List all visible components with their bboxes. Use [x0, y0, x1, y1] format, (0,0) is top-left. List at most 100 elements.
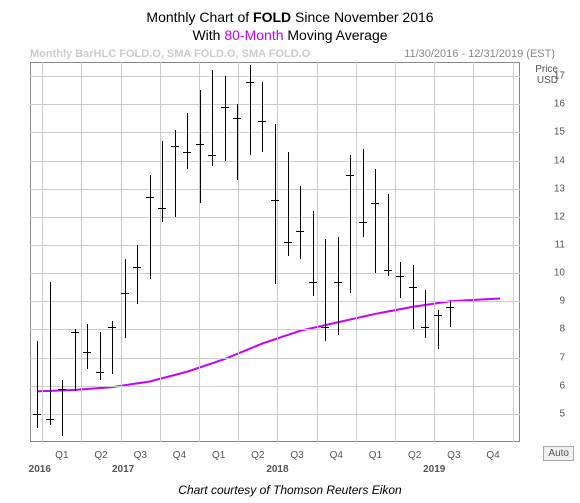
grid-line-vertical: [395, 62, 396, 442]
ohlc-close-tick: [187, 152, 191, 153]
grid-line-vertical: [121, 62, 122, 442]
ohlc-bar: [313, 211, 314, 295]
x-year-label: 2016: [29, 464, 51, 475]
ohlc-bar: [375, 169, 376, 273]
grid-line-horizontal: [30, 76, 520, 77]
ohlc-open-tick: [133, 267, 137, 268]
plot-area[interactable]: [30, 62, 520, 442]
y-tick-label: 17: [554, 71, 565, 82]
ohlc-open-tick: [296, 231, 300, 232]
ohlc-close-tick: [450, 307, 454, 308]
ohlc-close-tick: [363, 222, 367, 223]
ohlc-close-tick: [212, 155, 216, 156]
ohlc-close-tick: [325, 327, 329, 328]
grid-line-vertical: [356, 62, 357, 442]
ohlc-open-tick: [258, 121, 262, 122]
ohlc-open-tick: [409, 287, 413, 288]
ohlc-bar: [325, 239, 326, 340]
y-tick-label: 10: [554, 268, 565, 279]
x-quarter-label: Q3: [134, 450, 147, 461]
x-year-label: 2018: [266, 464, 288, 475]
ohlc-close-tick: [425, 327, 429, 328]
ohlc-close-tick: [313, 282, 317, 283]
grid-line-vertical: [81, 62, 82, 442]
y-tick-label: 15: [554, 127, 565, 138]
ohlc-open-tick: [221, 107, 225, 108]
y-tick-label: 13: [554, 183, 565, 194]
x-year-label: 2017: [112, 464, 134, 475]
ohlc-open-tick: [421, 327, 425, 328]
series-legend: Monthly BarHLC FOLD.O, SMA FOLD.O, SMA F…: [30, 48, 310, 60]
ohlc-open-tick: [334, 282, 338, 283]
ohlc-open-tick: [83, 352, 87, 353]
grid-line-horizontal: [30, 104, 520, 105]
ohlc-bar: [275, 124, 276, 284]
title-ticker: FOLD: [253, 9, 291, 25]
title-suffix: Since November 2016: [291, 9, 433, 25]
x-quarter-label: Q4: [486, 450, 499, 461]
ohlc-bar: [250, 65, 251, 155]
grid-line-horizontal: [30, 386, 520, 387]
ohlc-open-tick: [434, 315, 438, 316]
auto-button[interactable]: Auto: [543, 446, 574, 461]
ohlc-close-tick: [375, 203, 379, 204]
ohlc-open-tick: [384, 270, 388, 271]
ohlc-bar: [162, 141, 163, 223]
ohlc-close-tick: [37, 414, 41, 415]
ohlc-bar: [262, 82, 263, 152]
ohlc-close-tick: [87, 352, 91, 353]
ohlc-bar: [225, 76, 226, 160]
ohlc-open-tick: [146, 197, 150, 198]
ohlc-open-tick: [321, 327, 325, 328]
x-quarter-label: Q1: [369, 450, 382, 461]
ohlc-close-tick: [125, 293, 129, 294]
x-quarter-label: Q1: [55, 450, 68, 461]
ohlc-open-tick: [284, 242, 288, 243]
ohlc-close-tick: [137, 267, 141, 268]
ohlc-bar: [150, 175, 151, 279]
ohlc-close-tick: [350, 175, 354, 176]
x-quarter-label: Q3: [447, 450, 460, 461]
x-quarter-label: Q1: [212, 450, 225, 461]
ohlc-close-tick: [175, 146, 179, 147]
chart-credit: Chart courtesy of Thomson Reuters Eikon: [0, 483, 580, 497]
ohlc-open-tick: [233, 118, 237, 119]
ohlc-open-tick: [108, 327, 112, 328]
ohlc-close-tick: [288, 242, 292, 243]
ohlc-open-tick: [309, 282, 313, 283]
ohlc-close-tick: [400, 276, 404, 277]
ohlc-close-tick: [112, 327, 116, 328]
ohlc-open-tick: [158, 208, 162, 209]
ohlc-close-tick: [75, 332, 79, 333]
grid-line-horizontal: [30, 414, 520, 415]
ohlc-close-tick: [162, 208, 166, 209]
grid-line-vertical: [42, 62, 43, 442]
ohlc-bar: [50, 282, 51, 426]
ohlc-close-tick: [237, 118, 241, 119]
ohlc-open-tick: [371, 203, 375, 204]
ohlc-bar: [338, 237, 339, 336]
ohlc-close-tick: [438, 315, 442, 316]
ohlc-close-tick: [225, 107, 229, 108]
ohlc-close-tick: [250, 82, 254, 83]
ohlc-close-tick: [262, 121, 266, 122]
ohlc-open-tick: [196, 144, 200, 145]
ohlc-open-tick: [71, 332, 75, 333]
ohlc-open-tick: [396, 276, 400, 277]
x-quarter-label: Q2: [408, 450, 421, 461]
y-tick-label: 16: [554, 99, 565, 110]
y-tick-label: 9: [559, 296, 565, 307]
ohlc-open-tick: [96, 372, 100, 373]
ohlc-bar: [137, 245, 138, 304]
ohlc-close-tick: [200, 144, 204, 145]
grid-line-vertical: [317, 62, 318, 442]
ohlc-bar: [300, 186, 301, 259]
ohlc-bar: [175, 130, 176, 217]
grid-line-horizontal: [30, 329, 520, 330]
ohlc-close-tick: [388, 270, 392, 271]
grid-line-vertical: [513, 62, 514, 442]
ohlc-bar: [187, 113, 188, 169]
x-quarter-label: Q4: [173, 450, 186, 461]
title2-prefix: With: [192, 27, 224, 43]
y-tick-label: 12: [554, 211, 565, 222]
